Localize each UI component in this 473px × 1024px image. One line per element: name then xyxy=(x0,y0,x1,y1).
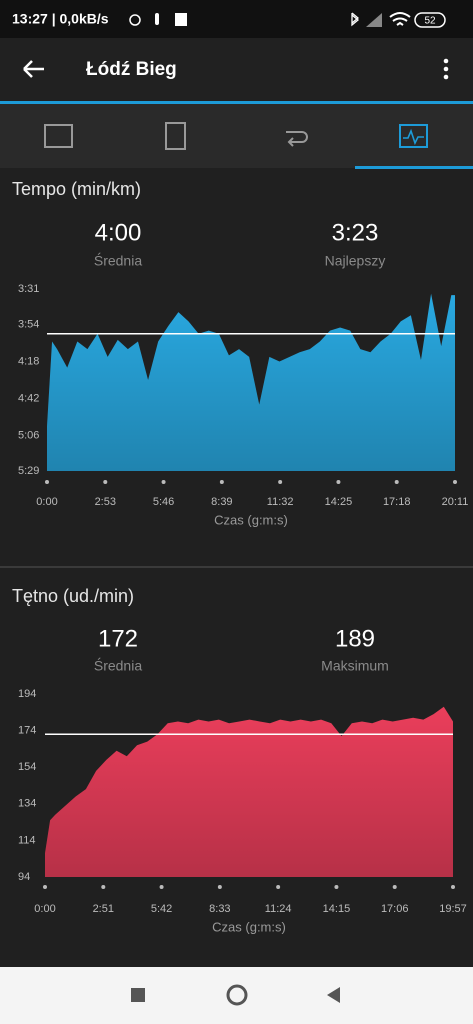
x-tick-label: 8:33 xyxy=(209,903,230,915)
x-tick-label: 8:39 xyxy=(211,496,232,508)
tab-summary[interactable] xyxy=(44,124,73,148)
tab-bar xyxy=(0,104,473,168)
x-tick-dot xyxy=(394,480,399,484)
x-tick-dot xyxy=(278,480,283,484)
stat-name: Średnia xyxy=(94,657,142,674)
x-tick-label: 0:00 xyxy=(36,496,57,508)
app-title: Łódź Bieg xyxy=(86,59,177,80)
stat-value: 172 xyxy=(98,625,138,652)
x-tick-label: 2:51 xyxy=(93,903,114,915)
notif-icon xyxy=(175,13,187,26)
stat-name: Najlepszy xyxy=(325,253,386,269)
x-tick-dot xyxy=(101,885,106,889)
x-tick-label: 17:06 xyxy=(381,903,409,915)
x-tick-label: 5:42 xyxy=(151,903,172,915)
x-tick-dot xyxy=(159,885,164,889)
x-tick-dot xyxy=(392,885,397,889)
x-axis-label: Czas (g:m:s) xyxy=(212,919,286,934)
section-divider xyxy=(0,566,473,568)
menu-button[interactable] xyxy=(443,58,449,80)
x-tick-dot xyxy=(103,480,108,484)
back-button[interactable] xyxy=(23,60,44,78)
tab-laps[interactable] xyxy=(286,131,308,147)
x-tick-dot xyxy=(45,480,49,484)
tab-charts-icon xyxy=(403,128,424,146)
area-shade xyxy=(45,706,453,877)
stat-name: Średnia xyxy=(94,252,142,269)
y-tick-label: 154 xyxy=(18,761,36,773)
chart-title: Tętno (ud./min) xyxy=(12,586,134,606)
y-tick-label: 134 xyxy=(18,798,36,810)
x-tick-label: 20:11 xyxy=(442,496,469,508)
x-tick-label: 14:25 xyxy=(325,496,353,508)
bluetooth-icon xyxy=(351,12,360,27)
signal-icon xyxy=(366,13,382,27)
status-bar xyxy=(0,0,473,38)
x-tick-dot xyxy=(161,480,166,484)
x-tick-dot xyxy=(219,480,224,484)
app-bar-accent xyxy=(0,101,473,104)
y-tick-label: 114 xyxy=(18,834,36,846)
x-axis-label: Czas (g:m:s) xyxy=(214,512,288,527)
battery-icon xyxy=(414,12,446,28)
nav-back[interactable] xyxy=(327,987,340,1003)
x-tick-dot xyxy=(336,480,341,484)
y-tick-label: 5:06 xyxy=(18,429,39,441)
nav-bar xyxy=(0,967,473,1024)
notif-icon xyxy=(155,13,159,25)
x-tick-dot xyxy=(334,885,339,889)
x-tick-dot xyxy=(43,885,47,889)
x-tick-label: 17:18 xyxy=(383,496,411,508)
x-tick-dot xyxy=(453,480,457,484)
stat-name: Maksimum xyxy=(321,658,389,674)
x-tick-dot xyxy=(217,885,222,889)
x-tick-label: 0:00 xyxy=(34,903,55,915)
y-tick-label: 194 xyxy=(18,688,36,700)
y-tick-label: 94 xyxy=(18,871,30,883)
status-time: 13:27 | 0,0kB/s xyxy=(12,11,109,27)
x-tick-dot xyxy=(276,885,281,889)
x-tick-label: 11:24 xyxy=(265,903,292,915)
x-tick-label: 11:32 xyxy=(267,496,294,508)
tab-indicator xyxy=(355,166,473,169)
area-shade xyxy=(47,293,455,471)
nav-recents[interactable] xyxy=(131,988,145,1002)
y-tick-label: 3:54 xyxy=(18,318,39,330)
nav-home[interactable] xyxy=(226,984,248,1006)
alarm-icon xyxy=(129,14,141,26)
y-tick-label: 5:29 xyxy=(18,465,39,477)
battery-level: 52 xyxy=(424,16,436,27)
x-tick-label: 19:57 xyxy=(439,903,467,915)
x-tick-label: 5:46 xyxy=(153,496,174,508)
chart-title: Tempo (min/km) xyxy=(12,179,141,199)
y-tick-label: 4:18 xyxy=(18,355,39,367)
y-tick-label: 4:42 xyxy=(18,392,39,404)
stat-value: 4:00 xyxy=(95,219,142,246)
tab-charts[interactable] xyxy=(399,124,428,148)
stat-value: 3:23 xyxy=(332,219,379,246)
x-tick-label: 14:15 xyxy=(323,903,351,915)
y-tick-label: 174 xyxy=(18,725,36,737)
x-tick-dot xyxy=(451,885,455,889)
wifi-icon xyxy=(389,12,411,26)
app-bar xyxy=(0,38,473,101)
y-tick-label: 3:31 xyxy=(18,283,39,295)
stat-value: 189 xyxy=(335,625,375,652)
x-tick-label: 2:53 xyxy=(95,496,116,508)
tab-details[interactable] xyxy=(165,122,186,150)
